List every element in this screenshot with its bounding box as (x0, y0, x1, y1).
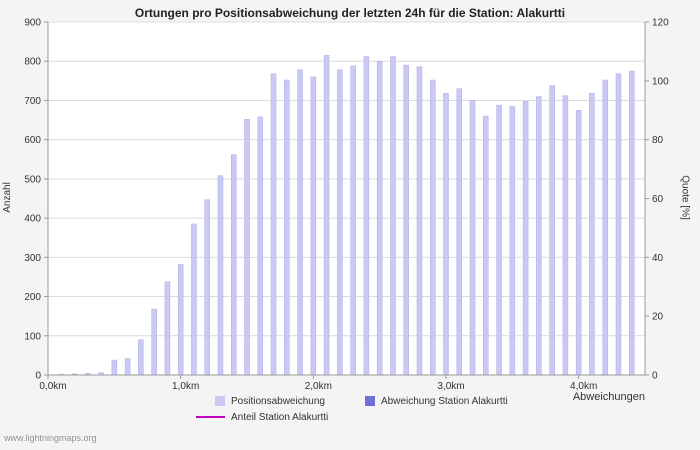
y-tick-label-left: 400 (24, 214, 41, 225)
y-tick-label-right: 40 (652, 253, 664, 264)
legend-label-positionsabweichung: Positionsabweichung (231, 395, 325, 407)
bar-positionsabweichung (323, 55, 330, 376)
y-axis-label-left: Anzahl (1, 182, 13, 213)
bar-positionsabweichung (456, 88, 463, 376)
bar-positionsabweichung (151, 308, 157, 376)
bar-positionsabweichung (443, 93, 449, 376)
bar-positionsabweichung (111, 359, 118, 376)
bar-positionsabweichung (522, 100, 529, 376)
legend-swatch-anteil-station (196, 416, 225, 418)
y-tick-label-right: 120 (652, 18, 669, 29)
x-tick-label: 4,0km (570, 381, 597, 392)
bar-positionsabweichung (628, 70, 635, 376)
y-tick-label-right: 0 (652, 371, 658, 382)
bar-positionsabweichung (138, 339, 144, 376)
bar-positionsabweichung (244, 119, 250, 376)
bar-positionsabweichung (602, 79, 608, 376)
bar-positionsabweichung (284, 79, 290, 376)
y-tick-label-left: 900 (24, 18, 41, 29)
y-tick-label-left: 300 (24, 253, 41, 264)
x-tick-label: 0,0km (39, 381, 66, 392)
bar-positionsabweichung (549, 85, 555, 376)
chart-title: Ortungen pro Positionsabweichung der let… (134, 6, 566, 20)
y-axis-label-right: Quote [%] (679, 175, 691, 220)
y-tick-label-right: 60 (652, 194, 664, 205)
y-tick-label-right: 80 (652, 135, 664, 146)
bar-positionsabweichung (363, 56, 370, 376)
legend-row-1: Positionsabweichung Abweichung Station A… (215, 393, 548, 409)
bar-positionsabweichung (509, 106, 516, 376)
bar-positionsabweichung (217, 175, 224, 376)
bar-positionsabweichung (403, 64, 409, 376)
watermark-link[interactable]: www.lightningmaps.org (4, 433, 97, 443)
bar-positionsabweichung (589, 93, 595, 376)
bar-positionsabweichung (337, 69, 343, 376)
y-tick-label-right: 20 (652, 312, 664, 323)
legend-swatch-abweichung-station (364, 396, 375, 406)
y-tick-label-left: 200 (24, 292, 41, 303)
bar-positionsabweichung (350, 65, 356, 376)
bar-positionsabweichung (124, 358, 131, 376)
bar-positionsabweichung (496, 104, 502, 376)
bar-positionsabweichung (177, 264, 184, 376)
bar-positionsabweichung (310, 76, 317, 376)
y-tick-label-left: 500 (24, 174, 41, 185)
bar-positionsabweichung (376, 60, 383, 376)
bar-positionsabweichung (297, 69, 303, 376)
legend-label-abweichung-station: Abweichung Station Alakurtti (380, 395, 508, 407)
y-tick-label-left: 800 (24, 57, 41, 68)
x-tick-label: 2,0km (305, 381, 332, 392)
y-tick-label-left: 0 (35, 371, 41, 382)
legend-label-anteil-station: Anteil Station Alakurtti (231, 411, 329, 423)
bar-positionsabweichung (230, 154, 237, 376)
x-tick-label: 3,0km (437, 381, 464, 392)
y-tick-label-left: 700 (24, 96, 41, 107)
x-tick-label: 1,0km (172, 381, 199, 392)
y-tick-label-right: 100 (652, 76, 669, 87)
plot-area (48, 22, 645, 375)
bar-positionsabweichung (257, 116, 264, 376)
bar-positionsabweichung (191, 223, 197, 376)
bar-positionsabweichung (390, 56, 396, 376)
y-tick-label-left: 100 (24, 331, 41, 342)
y-tick-label-left: 600 (24, 135, 41, 146)
x-axis-label: Abweichungen (572, 391, 645, 403)
bar-positionsabweichung (536, 96, 542, 376)
bar-positionsabweichung (575, 110, 582, 376)
legend-swatch-positionsabweichung (215, 396, 225, 406)
bar-positionsabweichung (615, 73, 622, 376)
bar-positionsabweichung (429, 79, 436, 376)
bar-positionsabweichung (204, 199, 210, 376)
bar-positionsabweichung (416, 66, 423, 376)
bar-positionsabweichung (483, 115, 489, 376)
legend: Positionsabweichung Abweichung Station A… (196, 393, 548, 425)
legend-row-2: Anteil Station Alakurtti (196, 409, 548, 425)
bar-positionsabweichung (469, 100, 476, 376)
bar-positionsabweichung (562, 95, 569, 376)
bar-positionsabweichung (164, 281, 171, 376)
bar-positionsabweichung (270, 73, 277, 376)
